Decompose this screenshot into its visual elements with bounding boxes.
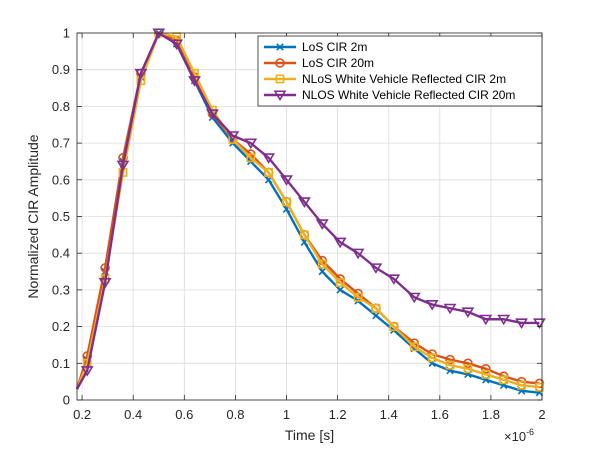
x-axis-multiplier: ×10-6 (504, 427, 534, 444)
data-point (499, 375, 509, 385)
data-point (427, 353, 437, 363)
legend-swatch-marker (276, 43, 284, 51)
legend-swatch-marker (275, 74, 285, 84)
x-axis-label: Time [s] (285, 427, 334, 443)
x-tick-label: 0.4 (124, 407, 142, 422)
y-tick-label: 1 (63, 26, 70, 41)
data-point (479, 314, 493, 326)
data-point (297, 197, 311, 208)
x-tick-label: 1.8 (482, 407, 500, 422)
x-axis-multiplier-base: ×10 (504, 429, 526, 444)
legend-box (257, 35, 543, 107)
legend-label: NLOS White Vehicle Reflected CIR 20m (302, 88, 515, 102)
data-point (264, 168, 274, 177)
x-tick-label: 1.6 (431, 407, 449, 422)
data-point (425, 300, 439, 311)
data-point (443, 303, 457, 315)
x-tick-label: 1.4 (380, 407, 398, 422)
data-point (226, 131, 240, 142)
data-point (80, 366, 94, 377)
data-point (517, 380, 526, 390)
data-point (244, 138, 258, 150)
data-point (409, 342, 419, 352)
data-point (445, 360, 455, 370)
x-axis-multiplier-exponent: -6 (526, 427, 534, 437)
y-tick-label: 0.1 (52, 356, 70, 371)
data-point (116, 160, 130, 172)
series-line (75, 31, 540, 390)
data-point (407, 292, 421, 304)
data-point (317, 259, 327, 269)
data-point (134, 68, 148, 80)
series-line (75, 31, 540, 390)
data-point (351, 248, 365, 260)
x-tick-label: 1 (283, 407, 290, 422)
data-point (463, 358, 473, 369)
data-point (371, 303, 381, 313)
y-tick-label: 0.7 (52, 136, 70, 151)
data-point (535, 382, 544, 392)
y-tick-label: 0.9 (52, 62, 70, 77)
data-point (445, 354, 455, 365)
data-point (480, 364, 491, 374)
y-tick-label: 0.2 (52, 319, 70, 334)
data-point (246, 153, 256, 163)
x-tick-label: 2 (538, 407, 545, 422)
data-point (318, 267, 327, 276)
data-point (353, 292, 363, 302)
y-tick-label: 0 (63, 393, 70, 408)
legend-label: NLoS White Vehicle Reflected CIR 2m (302, 72, 506, 86)
data-point (262, 153, 276, 164)
y-tick-label: 0.4 (52, 246, 70, 261)
data-point (315, 219, 329, 230)
legend-label: LoS CIR 2m (302, 40, 367, 54)
y-tick-labels: 0 0.1 0.2 0.3 0.4 0.5 0.6 0.7 0.8 0.9 1 (52, 26, 70, 408)
y-axis-label: Normalized CIR Amplitude (25, 134, 41, 298)
data-point (369, 263, 383, 274)
legend-swatch-marker (275, 58, 285, 68)
data-point (389, 322, 399, 331)
data-point (170, 39, 184, 51)
x-tick-label: 0.8 (226, 407, 244, 422)
data-point (335, 278, 345, 287)
x-tick-label: 0.2 (73, 407, 91, 422)
data-point (98, 278, 112, 289)
data-point (481, 369, 491, 379)
y-tick-label: 0.8 (52, 99, 70, 114)
legend: LoS CIR 2m LoS CIR 20m NLoS White Vehicle … (257, 35, 543, 107)
data-point (461, 307, 475, 318)
data-point (205, 109, 219, 120)
x-tick-labels: 0.2 0.4 0.6 0.8 1 1.2 1.4 1.6 1.8 2 (73, 407, 546, 422)
data-point (188, 76, 201, 87)
y-tick-label: 0.5 (52, 209, 70, 224)
legend-label: LoS CIR 20m (302, 56, 374, 70)
data-point (333, 237, 347, 249)
data-point (282, 197, 291, 207)
data-point (280, 175, 293, 186)
y-tick-label: 0.6 (52, 172, 70, 187)
x-tick-label: 1.2 (329, 407, 347, 422)
x-tick-label: 0.6 (175, 407, 193, 422)
data-point (336, 286, 344, 294)
data-point (497, 314, 511, 326)
data-point (299, 230, 309, 240)
data-point (387, 274, 401, 285)
y-tick-label: 0.3 (52, 282, 70, 297)
data-point (372, 311, 380, 320)
data-point (515, 318, 528, 329)
data-point (463, 364, 473, 374)
legend-swatch-marker (273, 90, 287, 102)
